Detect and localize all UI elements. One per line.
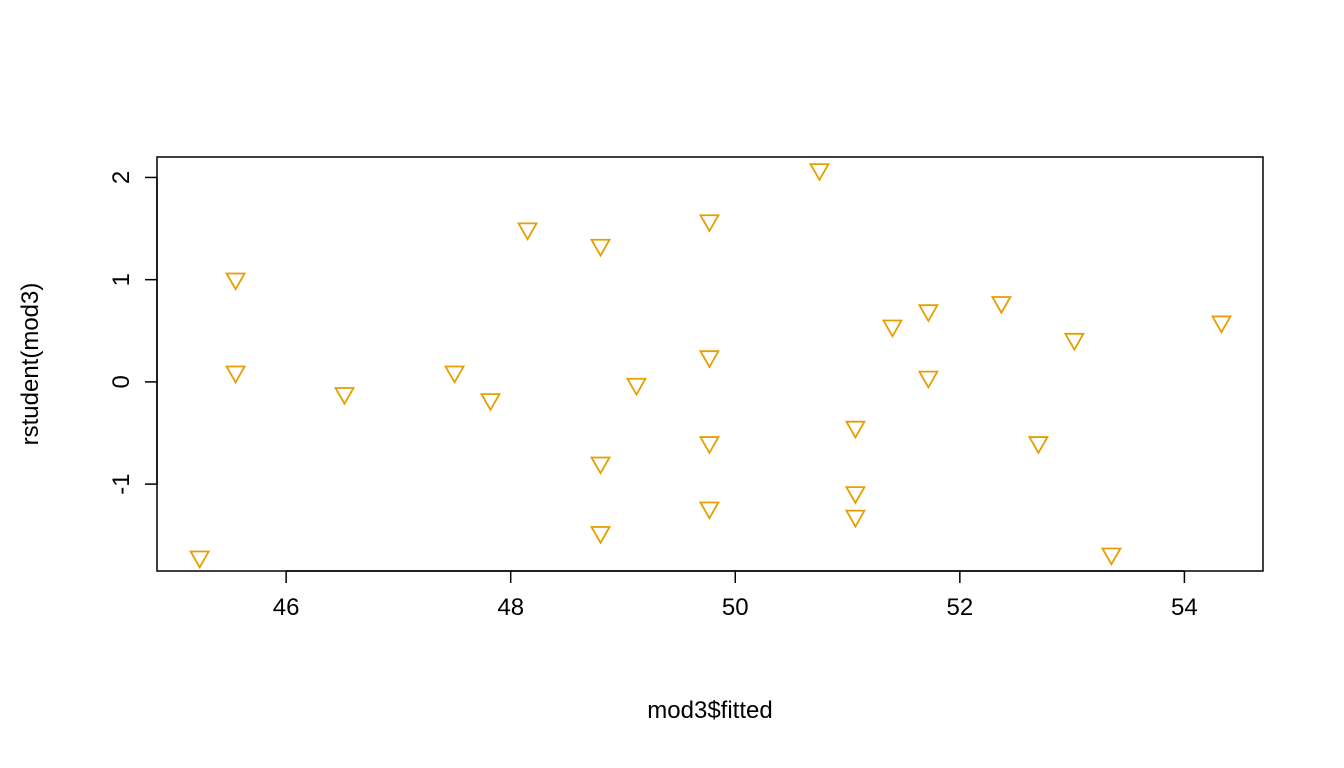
data-point <box>698 436 720 455</box>
x-tick-label: 52 <box>946 594 973 621</box>
y-tick-label: -1 <box>108 473 135 494</box>
data-point <box>917 370 939 390</box>
x-axis-label: mod3$fitted <box>647 697 772 724</box>
data-point <box>1063 332 1085 352</box>
data-point <box>444 365 466 385</box>
data-point <box>990 296 1012 315</box>
plot-frame <box>156 156 1264 572</box>
data-point <box>1100 547 1122 567</box>
y-tick-label: 0 <box>108 375 135 388</box>
data-point <box>589 526 612 545</box>
data-point <box>589 238 612 258</box>
x-tick-label: 48 <box>497 594 524 621</box>
data-point <box>479 393 502 412</box>
x-axis: 46 48 50 52 54 <box>273 570 1198 621</box>
data-point <box>589 456 612 476</box>
x-tick-label: 50 <box>722 594 749 621</box>
data-point <box>881 319 904 339</box>
data-point <box>225 365 247 385</box>
data-point <box>844 509 866 529</box>
y-axis: -1 0 1 2 <box>108 171 158 495</box>
y-tick-label: 2 <box>108 171 135 184</box>
data-point <box>844 420 866 440</box>
data-point <box>333 387 356 406</box>
data-point <box>917 304 939 323</box>
x-tick-label: 54 <box>1171 594 1198 621</box>
data-point <box>698 501 720 521</box>
y-axis-label: rstudent(mod3) <box>17 283 44 446</box>
x-tick-label: 46 <box>273 594 300 621</box>
data-point <box>1210 315 1233 334</box>
data-point <box>698 350 720 369</box>
data-point <box>516 222 539 241</box>
data-point <box>189 550 211 570</box>
data-point <box>225 272 247 292</box>
data-point <box>698 214 720 233</box>
data-point <box>625 377 648 397</box>
data-points <box>189 163 1233 570</box>
data-point <box>808 163 831 182</box>
data-point <box>1027 436 1049 455</box>
data-point <box>844 486 866 505</box>
y-tick-label: 1 <box>108 273 135 286</box>
